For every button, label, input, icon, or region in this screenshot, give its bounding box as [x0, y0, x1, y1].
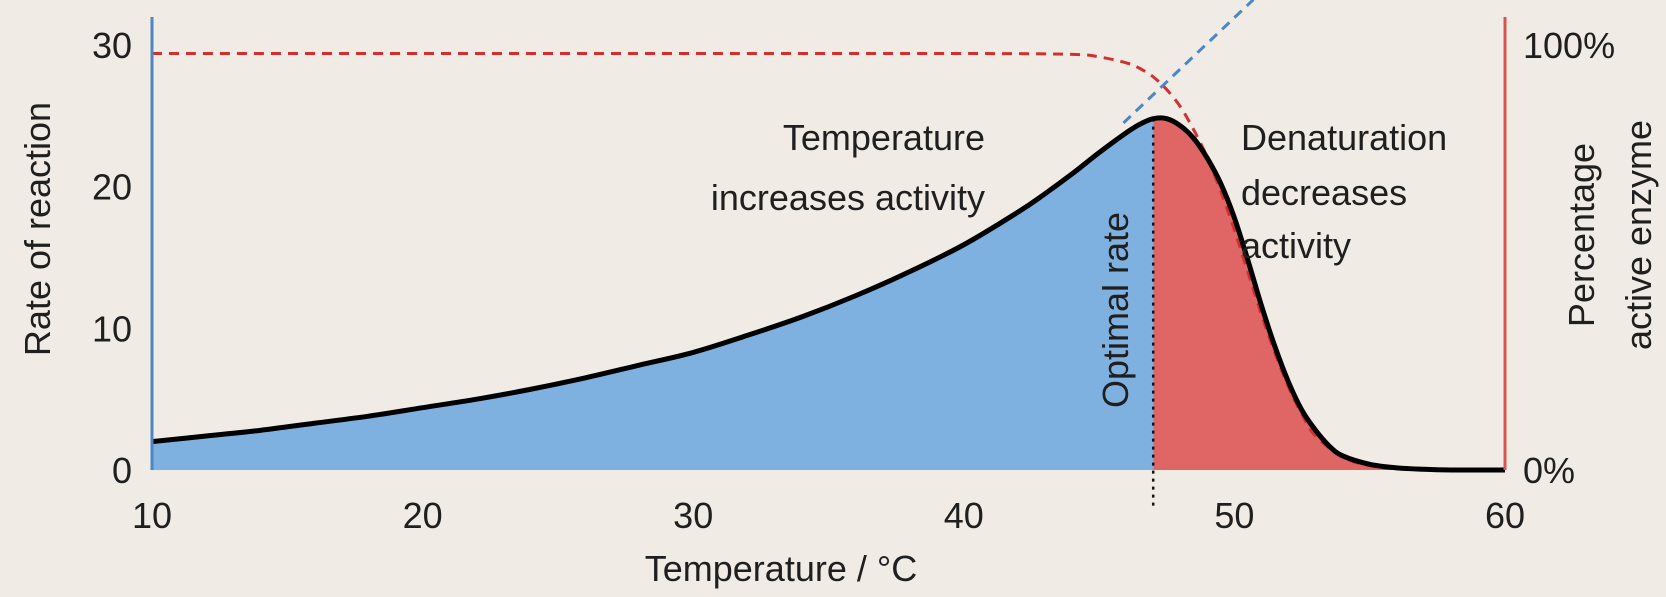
annotation-denaturation: Denaturation [1241, 117, 1447, 158]
optimal-rate-label: Optimal rate [1095, 212, 1136, 408]
annotation-decreases: decreases [1241, 172, 1407, 213]
y2-axis-title-line1: Percentage [1561, 143, 1602, 327]
y-tick-label: 20 [92, 167, 132, 208]
annotation-activity: activity [1241, 225, 1351, 266]
y-tick-label: 30 [92, 25, 132, 66]
x-axis-title: Temperature / °C [645, 548, 918, 589]
denaturation-area [1153, 118, 1505, 470]
y2-tick-label: 0% [1523, 450, 1575, 491]
annotation-temperature: Temperature [783, 117, 985, 158]
x-tick-label: 20 [403, 495, 443, 536]
x-tick-label: 30 [673, 495, 713, 536]
rising-activity-area [152, 119, 1153, 470]
y-tick-label: 10 [92, 308, 132, 349]
y-tick-label: 0 [112, 450, 132, 491]
extrapolation-line [1123, 0, 1253, 123]
y-axis-title: Rate of reaction [17, 102, 58, 356]
x-tick-labels: 10 20 30 40 50 60 [132, 495, 1525, 536]
x-tick-label: 10 [132, 495, 172, 536]
annotation-increases-activity: increases activity [711, 177, 985, 218]
y-tick-labels: 0 10 20 30 [92, 25, 132, 491]
x-tick-label: 60 [1485, 495, 1525, 536]
y2-tick-label: 100% [1523, 25, 1615, 66]
y2-axis-title-line2: active enzyme [1618, 120, 1659, 350]
x-tick-label: 40 [944, 495, 984, 536]
x-tick-label: 50 [1214, 495, 1254, 536]
